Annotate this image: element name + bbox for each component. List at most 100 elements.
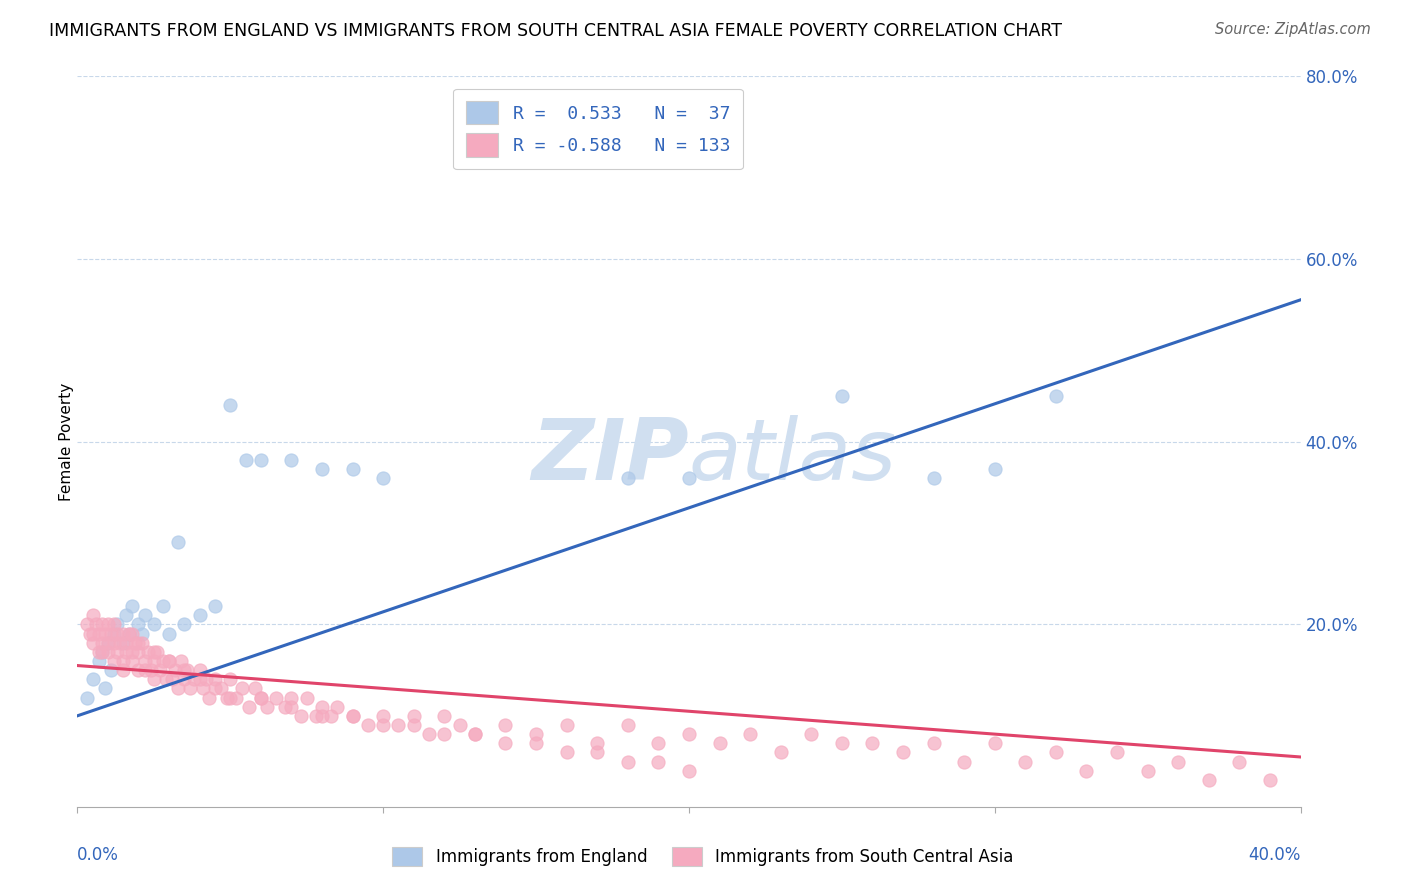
Point xyxy=(243,681,266,696)
Point xyxy=(231,681,253,696)
Point xyxy=(115,645,138,659)
Point xyxy=(371,708,394,723)
Point xyxy=(1014,755,1036,769)
Point xyxy=(740,727,762,741)
Point xyxy=(165,663,187,677)
Text: ZIP: ZIP xyxy=(531,415,689,498)
Point xyxy=(191,681,214,696)
Point xyxy=(167,681,190,696)
Point xyxy=(173,663,195,677)
Point xyxy=(103,617,125,632)
Point xyxy=(1198,772,1220,787)
Point xyxy=(142,654,165,668)
Point xyxy=(449,718,471,732)
Point xyxy=(152,654,174,668)
Point xyxy=(953,755,976,769)
Point xyxy=(118,626,141,640)
Point xyxy=(121,654,143,668)
Point xyxy=(311,699,333,714)
Point xyxy=(219,398,242,412)
Point xyxy=(79,626,101,640)
Point xyxy=(127,645,149,659)
Point xyxy=(94,626,117,640)
Point xyxy=(709,736,731,750)
Point xyxy=(586,736,609,750)
Point xyxy=(152,599,174,614)
Point xyxy=(311,462,333,476)
Point xyxy=(371,718,394,732)
Point xyxy=(1045,746,1067,760)
Point xyxy=(136,645,159,659)
Point xyxy=(149,663,172,677)
Point xyxy=(617,718,640,732)
Point xyxy=(142,645,165,659)
Point xyxy=(1076,764,1098,778)
Point xyxy=(219,673,242,687)
Point xyxy=(97,635,120,649)
Point xyxy=(115,608,138,623)
Point xyxy=(115,635,138,649)
Point xyxy=(342,708,364,723)
Point xyxy=(94,681,117,696)
Point xyxy=(1167,755,1189,769)
Point xyxy=(97,635,120,649)
Point xyxy=(134,663,156,677)
Point xyxy=(103,654,125,668)
Point xyxy=(97,617,120,632)
Point xyxy=(167,535,190,549)
Point xyxy=(90,635,112,649)
Point xyxy=(402,718,425,732)
Point xyxy=(204,599,226,614)
Point xyxy=(256,699,278,714)
Point xyxy=(295,690,318,705)
Point xyxy=(76,690,98,705)
Point xyxy=(238,699,260,714)
Point xyxy=(524,727,547,741)
Point xyxy=(173,673,195,687)
Point xyxy=(555,718,578,732)
Point xyxy=(87,645,110,659)
Point xyxy=(617,755,640,769)
Point xyxy=(831,736,853,750)
Point xyxy=(326,699,349,714)
Point xyxy=(647,755,669,769)
Point xyxy=(103,626,125,640)
Point xyxy=(464,114,486,128)
Point xyxy=(225,690,247,705)
Point xyxy=(112,626,135,640)
Point xyxy=(134,654,156,668)
Legend: R =  0.533   N =  37, R = -0.588   N = 133: R = 0.533 N = 37, R = -0.588 N = 133 xyxy=(453,88,742,169)
Point xyxy=(173,617,195,632)
Point xyxy=(84,617,107,632)
Point xyxy=(1107,746,1129,760)
Point xyxy=(250,453,273,467)
Point xyxy=(160,673,183,687)
Point xyxy=(290,708,312,723)
Point xyxy=(183,673,205,687)
Point xyxy=(112,654,135,668)
Text: IMMIGRANTS FROM ENGLAND VS IMMIGRANTS FROM SOUTH CENTRAL ASIA FEMALE POVERTY COR: IMMIGRANTS FROM ENGLAND VS IMMIGRANTS FR… xyxy=(49,22,1062,40)
Point xyxy=(280,699,302,714)
Point xyxy=(134,608,156,623)
Point xyxy=(495,736,517,750)
Point xyxy=(179,681,201,696)
Point xyxy=(121,599,143,614)
Point xyxy=(433,708,456,723)
Point xyxy=(1258,772,1281,787)
Point xyxy=(678,727,700,741)
Point xyxy=(127,617,149,632)
Point xyxy=(142,617,165,632)
Point xyxy=(121,645,143,659)
Point xyxy=(678,764,700,778)
Point xyxy=(188,673,211,687)
Point xyxy=(464,727,486,741)
Point xyxy=(139,663,162,677)
Point xyxy=(142,673,165,687)
Point xyxy=(82,635,104,649)
Point xyxy=(617,471,640,485)
Point xyxy=(188,608,211,623)
Point xyxy=(90,645,112,659)
Point xyxy=(862,736,884,750)
Point xyxy=(155,673,177,687)
Point xyxy=(82,673,104,687)
